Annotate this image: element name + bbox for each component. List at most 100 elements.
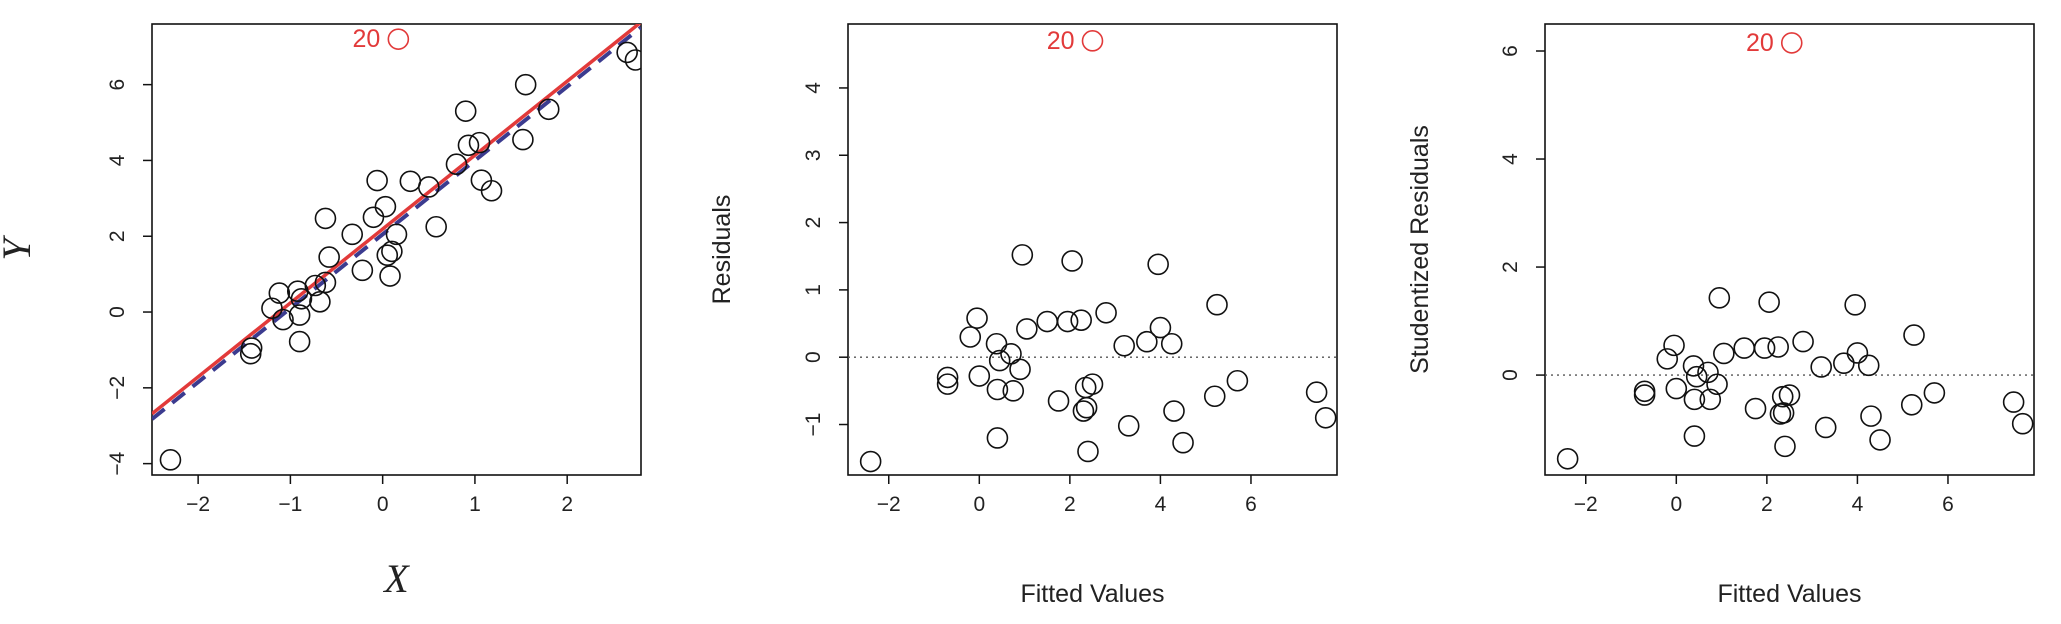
data-point — [1682, 355, 1705, 377]
data-point — [1844, 294, 1866, 316]
y-tick-label: 0 — [106, 306, 129, 318]
data-point — [1833, 352, 1855, 374]
data-point — [1136, 330, 1158, 353]
data-point — [268, 282, 291, 304]
data-point — [986, 378, 1009, 401]
data-point — [381, 240, 403, 263]
y-axis-label: Residuals — [708, 195, 736, 305]
data-point — [304, 274, 327, 297]
data-point — [314, 207, 337, 230]
data-point — [1713, 342, 1735, 365]
panel-3: −2 0 2 4 6 0 2 4 6 Fitted Values Studentized Resid… — [1406, 23, 2035, 608]
data-point — [374, 195, 397, 218]
y-axis-label: Y — [0, 235, 39, 261]
data-point — [399, 170, 422, 193]
data-point — [1016, 318, 1038, 340]
y-tick-label: 2 — [1499, 261, 1522, 273]
data-point — [425, 215, 447, 238]
data-point — [1663, 334, 1685, 357]
outlier-point — [1081, 30, 1104, 52]
data-point — [1758, 291, 1780, 313]
outlier-label: 20 — [1746, 29, 1774, 57]
panel-1: −2 −1 0 1 2 −4 −2 0 2 4 6 X Y 20 — [0, 23, 642, 601]
data-point — [351, 259, 374, 282]
data-point — [512, 128, 534, 151]
data-point — [1753, 337, 1776, 359]
x-tick-label: 1 — [469, 493, 481, 516]
data-point — [1683, 388, 1706, 411]
x-axis-label: Fitted Values — [1717, 580, 1861, 608]
data-point — [968, 365, 991, 387]
data-point — [988, 349, 1011, 372]
y-tick-label: 0 — [802, 351, 825, 363]
y-tick-label: −4 — [106, 451, 129, 475]
outlier-label: 20 — [1047, 27, 1075, 55]
data-point — [1744, 397, 1767, 420]
data-point — [290, 287, 313, 310]
data-point — [1846, 342, 1869, 364]
data-point — [309, 291, 331, 313]
x-tick-label: −2 — [1574, 493, 1598, 516]
plot-frame — [151, 23, 642, 476]
data-point — [1706, 373, 1728, 396]
data-point — [1226, 369, 1249, 392]
data-point — [385, 223, 408, 246]
data-point — [1708, 287, 1731, 309]
least-squares-line — [152, 24, 641, 416]
y-axis-label: Studentized Residuals — [1406, 125, 1434, 374]
data-point — [1860, 405, 1882, 427]
data-point — [936, 373, 959, 395]
panel-2: −2 0 2 4 6 −1 0 1 2 3 4 Fitted Values Residuals 20 — [708, 23, 1338, 608]
data-point — [1000, 343, 1022, 365]
data-point — [1117, 415, 1140, 437]
data-point — [379, 265, 401, 287]
data-point — [457, 134, 480, 157]
data-point — [1172, 431, 1194, 454]
data-point — [1685, 365, 1708, 388]
y-tick-label: 6 — [1499, 45, 1522, 57]
data-point — [288, 304, 311, 326]
y-tick-label: 1 — [802, 284, 825, 296]
data-point — [624, 49, 641, 71]
data-point — [1683, 425, 1706, 447]
outlier-point — [387, 28, 410, 50]
y-tick-label: 4 — [802, 82, 825, 94]
data-point — [1147, 253, 1169, 276]
data-point — [985, 332, 1008, 355]
data-point — [159, 449, 182, 471]
plot-frame — [847, 23, 1338, 476]
data-point — [288, 330, 311, 353]
x-tick-label: 6 — [1942, 493, 1954, 516]
data-point — [1075, 396, 1098, 419]
data-point — [1810, 356, 1832, 378]
data-point — [1203, 385, 1226, 408]
dashed-fit-line — [152, 25, 641, 421]
data-point — [1011, 244, 1034, 266]
data-point — [2011, 412, 2034, 435]
data-point — [1149, 316, 1172, 339]
data-point — [1036, 310, 1059, 333]
data-point — [1305, 381, 1328, 404]
data-point — [1774, 435, 1796, 458]
y-tick-label: 6 — [106, 79, 129, 91]
x-axis-label: Fitted Values — [1020, 580, 1164, 608]
data-point — [1656, 348, 1679, 370]
x-tick-label: 0 — [973, 493, 985, 516]
x-tick-label: 0 — [377, 493, 389, 516]
data-point — [1699, 388, 1722, 411]
data-point — [537, 98, 560, 121]
data-point — [445, 153, 468, 176]
data-point — [272, 308, 294, 331]
x-tick-label: 2 — [561, 493, 573, 516]
data-point — [1314, 406, 1337, 429]
data-point — [936, 366, 959, 389]
y-tick-label: −1 — [802, 413, 825, 437]
x-tick-label: 4 — [1155, 493, 1167, 516]
data-point — [616, 41, 638, 64]
data-point — [1778, 384, 1801, 406]
data-point — [1556, 447, 1579, 470]
x-axis-label: X — [382, 556, 410, 601]
data-point — [1047, 390, 1070, 412]
y-tick-label: 2 — [106, 230, 129, 242]
data-point — [1206, 293, 1228, 316]
